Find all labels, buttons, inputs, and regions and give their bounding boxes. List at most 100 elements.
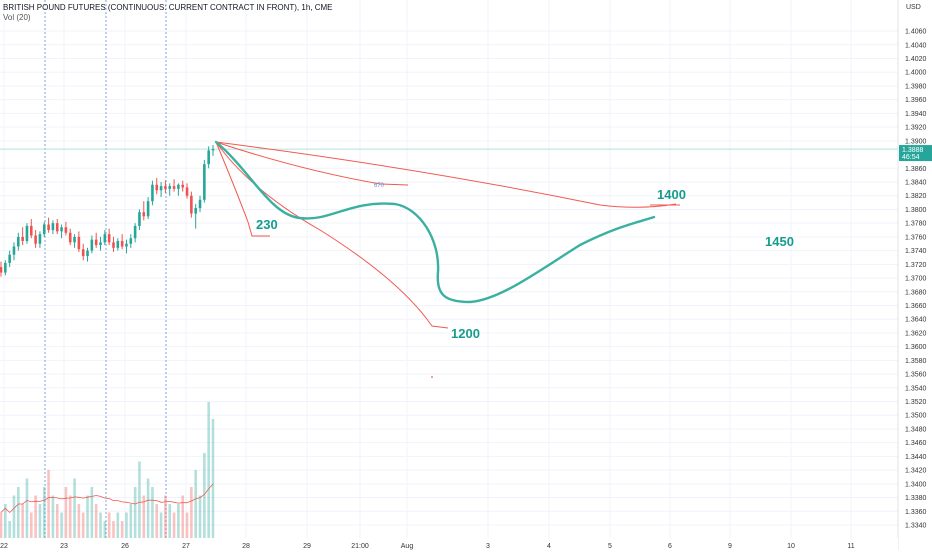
volume-bar	[90, 487, 94, 538]
volume-bar	[17, 487, 20, 538]
currency-label[interactable]: USD	[906, 4, 921, 11]
candle-body	[34, 235, 37, 244]
time-tick-label: 21:00	[351, 543, 369, 550]
red-line-to-670[interactable]	[215, 141, 409, 186]
annotation-230[interactable]: 230	[256, 217, 278, 232]
volume-bar	[142, 495, 146, 538]
candle-body	[146, 201, 150, 217]
price-tick-label: 1.3680	[905, 289, 927, 296]
candle-body	[207, 150, 210, 165]
annotation-1200[interactable]: 1200	[451, 326, 480, 341]
candle-body	[55, 223, 59, 232]
price-tick-label: 1.3600	[905, 344, 927, 351]
volume-bar	[21, 504, 24, 538]
volume-bar	[77, 504, 81, 538]
candle-body	[47, 224, 50, 231]
time-axis[interactable]: 22 23 26 27 28 29 21:00 Aug 3 4 5 6 9 10 11	[0, 538, 898, 550]
volume-bar	[94, 504, 98, 538]
price-tick-label: 1.3360	[905, 509, 927, 516]
time-axis-bg	[0, 538, 898, 550]
volume-bar	[99, 512, 102, 538]
volume-bar	[103, 521, 107, 538]
volume-bar	[107, 512, 111, 538]
time-tick-label: 27	[182, 543, 190, 550]
candle-body	[168, 186, 172, 189]
teal-projection-curve[interactable]	[214, 140, 656, 304]
volume-bar	[120, 521, 124, 538]
volume-bar	[207, 402, 210, 538]
volume-bar	[190, 487, 193, 538]
price-tick-label: 1.3580	[905, 358, 927, 365]
price-tick-label: 1.3800	[905, 207, 927, 214]
volume-bar	[68, 495, 72, 538]
red-drawings[interactable]	[215, 141, 680, 329]
candle-body	[77, 236, 81, 250]
last-price-value: 1.3888	[902, 147, 924, 154]
price-tick-label: 1.3420	[905, 468, 927, 475]
price-tick-label: 1.3700	[905, 276, 927, 283]
candle-body	[203, 164, 206, 200]
volume-bar	[25, 478, 29, 538]
annotation-1400[interactable]: 1400	[657, 187, 686, 202]
candle-body	[155, 184, 159, 191]
candle-body	[0, 267, 3, 273]
candle-body	[86, 250, 89, 257]
price-tick-label: 1.3620	[905, 330, 927, 337]
volume-bar	[112, 521, 115, 538]
candle-body	[60, 227, 63, 232]
volume-bar	[151, 487, 154, 538]
volume-ma-line	[0, 483, 214, 514]
price-tick-label: 1.3900	[905, 138, 927, 145]
price-tick-label: 1.3520	[905, 399, 927, 406]
time-tick-label: 3	[486, 543, 490, 550]
volume-bar	[47, 470, 50, 538]
price-tick-label: 1.3740	[905, 248, 927, 255]
volume-bar	[34, 495, 37, 538]
price-ticks: 1.3340 1.3360 1.3380 1.3400 1.3420 1.3440 1.34…	[905, 29, 927, 530]
symbol-title: BRITISH POUND FUTURES (CONTINUOUS: CURRE…	[3, 3, 333, 12]
candle-body	[125, 243, 128, 247]
volume-bar	[38, 504, 42, 538]
time-tick-label: 22	[0, 543, 8, 550]
candle-body	[164, 186, 167, 189]
candle-body	[29, 225, 33, 236]
red-line-to-1200[interactable]	[215, 141, 449, 329]
volume-bar	[116, 512, 120, 538]
time-tick-label: Aug	[401, 543, 414, 550]
candle-body	[177, 184, 180, 189]
bar-countdown: 46:54	[902, 154, 920, 161]
volume-bar	[172, 512, 176, 538]
candle-body	[172, 186, 176, 189]
volume-bar	[198, 495, 202, 538]
price-tick-label: 1.4060	[905, 29, 927, 36]
price-tick-label: 1.3340	[905, 523, 927, 530]
candlesticks	[0, 144, 215, 277]
time-tick-label: 4	[547, 543, 551, 550]
price-tick-label: 1.3760	[905, 234, 927, 241]
red-line-to-230[interactable]	[215, 141, 270, 237]
price-tick-label: 1.3780	[905, 221, 927, 228]
volume-bar	[86, 495, 89, 538]
price-axis[interactable]: USD 1.3340 1.3360 1.3380 1.3400 1.3420 1.3440…	[897, 0, 932, 550]
annotation-1450[interactable]: 1450	[765, 234, 794, 249]
candle-body	[198, 199, 202, 209]
volume-bar	[55, 504, 59, 538]
candle-body	[107, 234, 111, 243]
annotation-670[interactable]: 670	[374, 183, 385, 189]
red-arc-to-1400[interactable]	[215, 141, 677, 208]
candle-body	[12, 246, 16, 255]
volume-bar	[185, 512, 189, 538]
volume-bar	[0, 512, 3, 538]
volume-bar	[125, 512, 128, 538]
candle-body	[142, 212, 146, 217]
candle-body	[103, 234, 107, 243]
candle-body	[17, 236, 20, 247]
last-price-label-box	[899, 145, 932, 162]
time-tick-label: 9	[728, 543, 732, 550]
price-axis-bg	[899, 0, 932, 550]
volume-bar	[138, 461, 141, 538]
candle-body	[90, 239, 94, 251]
time-tick-label: 26	[121, 543, 129, 550]
